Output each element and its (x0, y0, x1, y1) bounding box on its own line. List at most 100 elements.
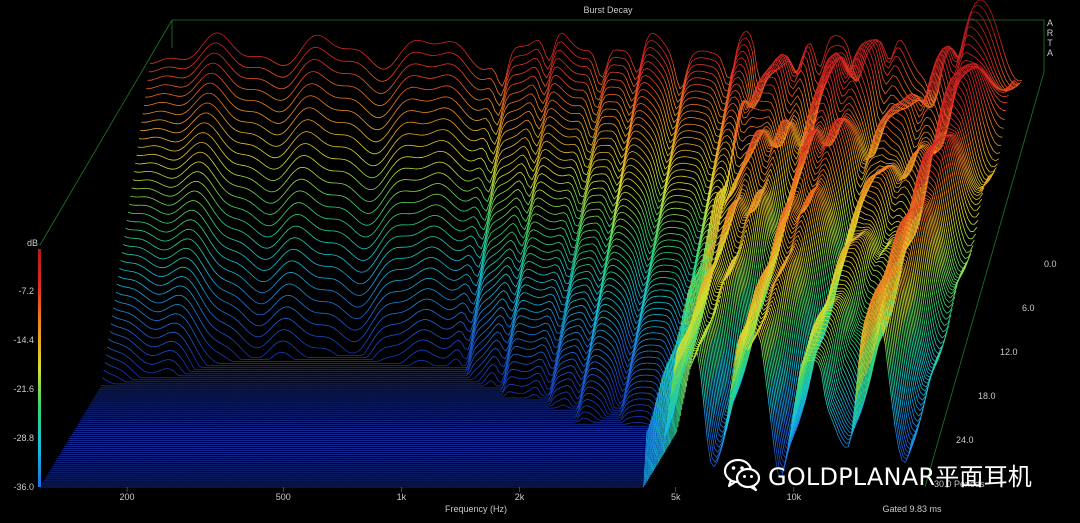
decay-segment (575, 72, 580, 75)
decay-segment (643, 127, 648, 132)
decay-segment (302, 119, 306, 122)
decay-segment (309, 220, 314, 225)
decay-segment (428, 215, 433, 218)
decay-segment (580, 105, 585, 110)
decay-segment (361, 118, 366, 123)
decay-segment (540, 156, 545, 160)
decay-segment (172, 185, 177, 188)
decay-segment (503, 73, 508, 89)
decay-segment (283, 241, 288, 245)
decay-segment (466, 217, 471, 221)
decay-segment (293, 54, 298, 60)
decay-segment (576, 64, 581, 67)
decay-segment (804, 76, 809, 92)
decay-segment (820, 56, 825, 67)
decay-segment (589, 69, 594, 80)
decay-segment (287, 113, 292, 119)
decay-segment (475, 64, 479, 69)
decay-segment (703, 126, 707, 131)
decay-segment (1015, 82, 1020, 87)
decay-segment (978, 64, 983, 68)
decay-segment (585, 100, 590, 111)
decay-segment (211, 196, 216, 203)
decay-segment (214, 176, 219, 182)
decay-segment (890, 112, 895, 117)
decay-segment (236, 119, 241, 122)
decay-segment (281, 87, 286, 90)
decay-segment (670, 147, 675, 159)
decay-segment (239, 120, 244, 123)
decay-segment (161, 193, 166, 196)
decay-segment (191, 110, 196, 116)
decay-segment (227, 192, 232, 196)
decay-segment (309, 144, 314, 148)
decay-segment (562, 80, 567, 85)
decay-segment (229, 148, 234, 152)
decay-segment (360, 235, 365, 238)
decay-segment (496, 130, 501, 146)
decay-segment (503, 139, 507, 143)
decay-segment (738, 77, 743, 82)
decay-segment (225, 213, 230, 217)
decay-segment (1000, 101, 1005, 104)
decay-segment (354, 48, 359, 51)
decay-segment (232, 92, 236, 97)
decay-segment (535, 67, 540, 73)
decay-segment (172, 66, 176, 69)
decay-segment (948, 104, 953, 123)
decay-segment (568, 182, 573, 186)
decay-segment (162, 110, 167, 113)
decay-segment (304, 191, 309, 195)
decay-segment (798, 87, 803, 95)
decay-segment (141, 213, 145, 215)
decay-segment (384, 212, 389, 218)
decay-segment (244, 198, 249, 202)
decay-segment (986, 99, 991, 110)
decay-segment (262, 163, 267, 167)
decay-segment (161, 221, 166, 224)
decay-segment (881, 87, 886, 95)
decay-segment (464, 88, 469, 93)
decay-segment (397, 115, 402, 120)
decay-segment (519, 180, 524, 185)
decay-segment (652, 178, 657, 193)
decay-segment (371, 199, 375, 202)
decay-segment (188, 181, 193, 185)
decay-segment (619, 87, 624, 93)
decay-segment (550, 67, 555, 77)
decay-segment (959, 54, 964, 63)
decay-segment (251, 167, 256, 171)
decay-segment (413, 121, 417, 124)
decay-segment (389, 135, 394, 141)
decay-segment (904, 105, 909, 109)
decay-segment (564, 118, 569, 122)
decay-segment (988, 89, 994, 98)
decay-segment (260, 56, 265, 58)
decay-segment (454, 206, 459, 210)
decay-segment (145, 205, 150, 207)
decay-segment (394, 87, 399, 94)
decay-segment (596, 125, 601, 132)
decay-segment (909, 144, 914, 156)
decay-segment (374, 196, 379, 201)
decay-segment (534, 132, 539, 139)
decay-segment (348, 110, 352, 113)
decay-segment (481, 98, 486, 101)
decay-segment (527, 119, 532, 125)
decay-segment (595, 113, 600, 123)
decay-segment (369, 211, 374, 214)
decay-segment (342, 171, 346, 173)
decay-segment (546, 140, 551, 144)
decay-segment (778, 59, 783, 66)
decay-segment (519, 129, 524, 133)
decay-segment (394, 56, 399, 62)
decay-segment (471, 206, 476, 209)
decay-segment (531, 150, 537, 155)
decay-segment (190, 219, 194, 221)
decay-segment (457, 115, 462, 121)
decay-segment (982, 18, 987, 25)
decay-segment (435, 129, 439, 132)
decay-segment (210, 62, 214, 64)
decay-segment (260, 149, 265, 154)
